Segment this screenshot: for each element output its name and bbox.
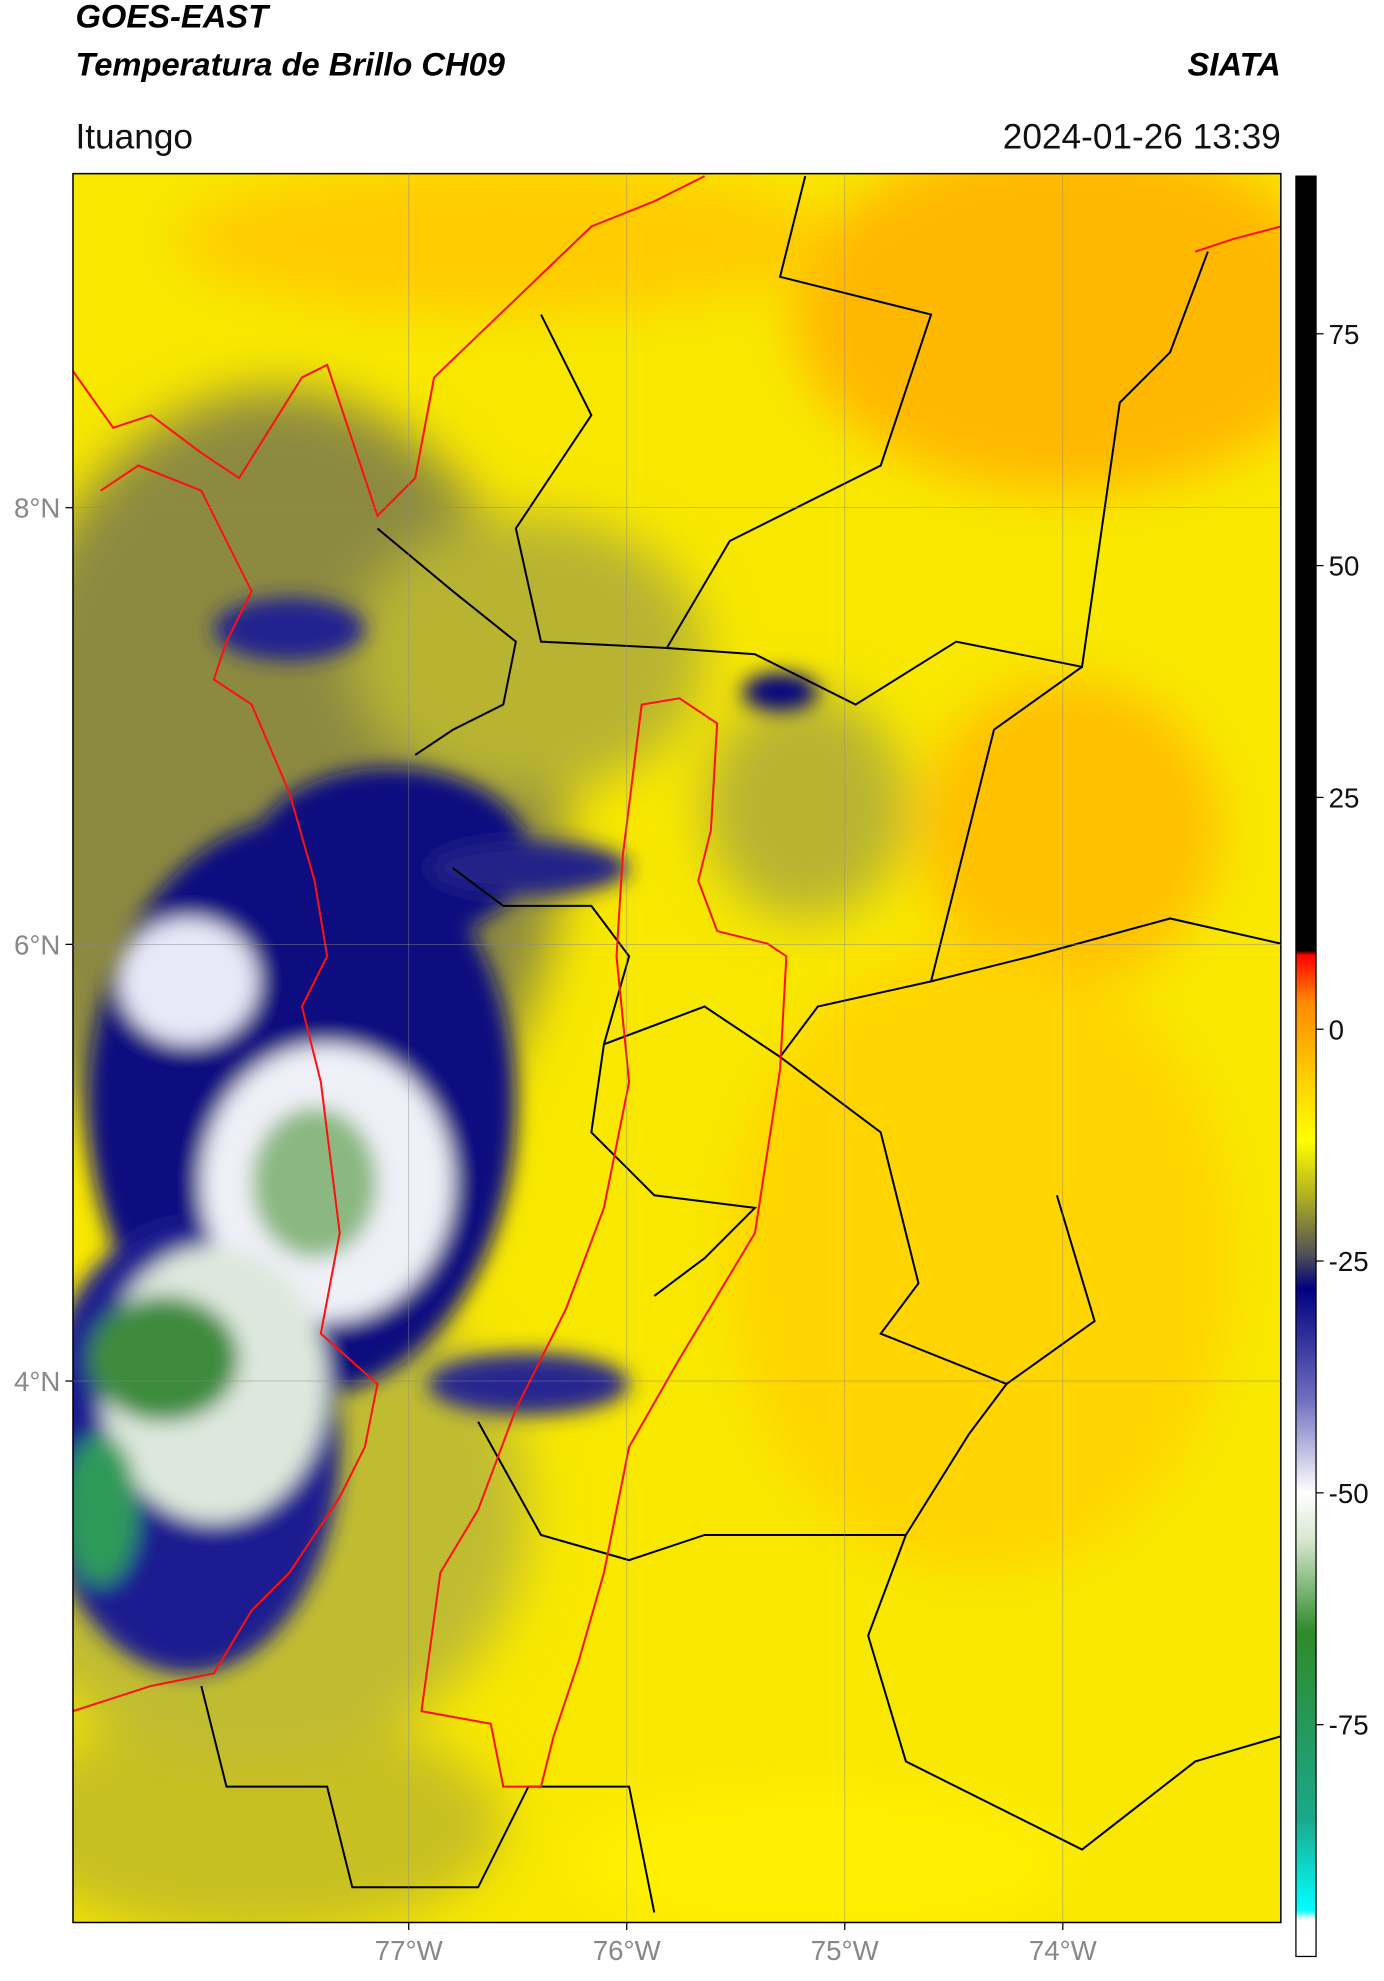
- subtitle: Temperatura de Brillo CH09: [75, 45, 505, 82]
- satellite-image: [72, 173, 1281, 1923]
- colorbar-tick-label: -75: [1329, 1710, 1369, 1741]
- title: GOES-EAST: [75, 0, 271, 35]
- colorbar-tick-label: 50: [1329, 551, 1360, 582]
- colorbar-tick-label: -25: [1329, 1246, 1369, 1277]
- colorbar: [1295, 176, 1317, 1957]
- source: SIATA: [1188, 45, 1281, 82]
- y-tick-label: 4°N: [14, 1366, 60, 1397]
- x-tick-label: 75°W: [811, 1935, 880, 1966]
- x-tick-label: 76°W: [593, 1935, 662, 1966]
- colorbar-tick-label: 75: [1329, 319, 1360, 350]
- x-tick-label: 74°W: [1029, 1935, 1098, 1966]
- map-frame: [72, 172, 1282, 1924]
- colorbar-tick-label: 25: [1329, 782, 1360, 813]
- y-tick-label: 6°N: [14, 929, 60, 960]
- colorbar-tick-label: -50: [1329, 1478, 1369, 1509]
- y-tick-label: 8°N: [14, 493, 60, 524]
- datetime: 2024-01-26 13:39: [1003, 117, 1281, 156]
- colorbar-tick-label: 0: [1329, 1014, 1344, 1045]
- x-tick-label: 77°W: [375, 1935, 444, 1966]
- location: Ituango: [75, 117, 193, 156]
- colorbar-frame: [1295, 175, 1317, 1958]
